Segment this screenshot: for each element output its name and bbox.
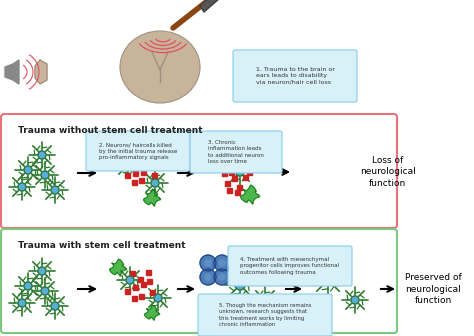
Circle shape xyxy=(351,296,359,304)
Text: Trauma with stem cell treatment: Trauma with stem cell treatment xyxy=(18,241,186,250)
Circle shape xyxy=(124,161,132,169)
Circle shape xyxy=(126,276,134,284)
Bar xyxy=(142,282,146,287)
Bar xyxy=(146,155,151,160)
Circle shape xyxy=(214,269,230,285)
Text: Loss of
neurological
function: Loss of neurological function xyxy=(360,156,416,188)
Bar xyxy=(239,166,245,170)
Circle shape xyxy=(205,274,211,280)
FancyBboxPatch shape xyxy=(86,131,190,171)
Polygon shape xyxy=(241,185,260,204)
Text: Trauma without stem cell treatment: Trauma without stem cell treatment xyxy=(18,126,202,135)
Circle shape xyxy=(38,267,46,275)
Bar xyxy=(133,295,137,300)
Bar xyxy=(134,170,138,175)
Bar xyxy=(138,277,144,282)
Bar xyxy=(130,156,136,161)
Circle shape xyxy=(51,302,59,310)
Bar xyxy=(147,279,153,284)
Bar xyxy=(222,170,228,175)
Bar xyxy=(233,175,237,180)
Circle shape xyxy=(261,296,269,304)
Bar xyxy=(226,161,230,166)
Bar xyxy=(235,156,239,161)
Polygon shape xyxy=(212,144,233,165)
Polygon shape xyxy=(145,305,160,320)
Text: 3. Chronic
inflammation leads
to additional neuron
loss over time: 3. Chronic inflammation leads to additio… xyxy=(208,140,264,164)
FancyBboxPatch shape xyxy=(1,229,397,333)
Bar xyxy=(126,289,130,294)
Circle shape xyxy=(235,280,245,290)
Circle shape xyxy=(41,287,49,295)
Polygon shape xyxy=(200,0,220,12)
Circle shape xyxy=(18,183,26,191)
Ellipse shape xyxy=(120,31,200,103)
Bar xyxy=(237,184,243,190)
Circle shape xyxy=(214,255,230,271)
Bar xyxy=(236,190,240,195)
Circle shape xyxy=(18,299,26,307)
FancyBboxPatch shape xyxy=(1,114,397,228)
Bar xyxy=(247,169,253,174)
Circle shape xyxy=(205,260,211,266)
Text: 1. Trauma to the brain or
ears leads to disability
via neuron/hair cell loss: 1. Trauma to the brain or ears leads to … xyxy=(255,67,335,85)
Polygon shape xyxy=(35,60,47,84)
Text: Preserved of
neurological
function: Preserved of neurological function xyxy=(405,273,462,305)
Bar xyxy=(134,285,138,290)
Bar xyxy=(139,294,145,298)
Circle shape xyxy=(41,171,49,179)
Bar xyxy=(142,169,146,174)
Text: 5. Though the mechanism remains
unknown, research suggests that
this treatment w: 5. Though the mechanism remains unknown,… xyxy=(219,303,311,327)
Circle shape xyxy=(24,166,32,174)
FancyBboxPatch shape xyxy=(190,131,282,173)
Bar xyxy=(244,174,248,179)
Text: 2. Neurons/ haircells killed
by the initial trauma release
pro-inflammatory sign: 2. Neurons/ haircells killed by the init… xyxy=(99,142,177,160)
Text: 4. Treatment with mesenchymal
progenitor cells improves functional
outcomes foll: 4. Treatment with mesenchymal progenitor… xyxy=(240,257,339,275)
Circle shape xyxy=(200,255,216,271)
Bar xyxy=(139,177,145,182)
Bar xyxy=(250,161,255,166)
FancyBboxPatch shape xyxy=(233,50,357,102)
Circle shape xyxy=(151,179,159,187)
Bar xyxy=(228,187,233,193)
Circle shape xyxy=(24,282,32,290)
Bar xyxy=(151,290,155,294)
Circle shape xyxy=(323,275,333,285)
Circle shape xyxy=(38,151,46,159)
Bar xyxy=(153,172,157,177)
Polygon shape xyxy=(144,189,161,206)
Bar xyxy=(226,180,230,185)
Bar xyxy=(137,163,143,168)
Polygon shape xyxy=(106,142,125,161)
Bar xyxy=(147,163,153,168)
Bar xyxy=(133,179,137,184)
Polygon shape xyxy=(109,259,127,276)
Bar xyxy=(229,169,235,174)
Polygon shape xyxy=(5,64,13,80)
Circle shape xyxy=(154,294,162,302)
Bar xyxy=(243,160,247,165)
Circle shape xyxy=(219,274,225,280)
Bar xyxy=(126,172,130,177)
FancyBboxPatch shape xyxy=(198,294,332,336)
Polygon shape xyxy=(13,60,19,84)
Circle shape xyxy=(236,168,244,176)
Circle shape xyxy=(200,269,216,285)
Bar xyxy=(130,270,136,276)
Bar xyxy=(146,269,152,275)
Circle shape xyxy=(219,260,225,266)
FancyBboxPatch shape xyxy=(228,246,352,286)
Circle shape xyxy=(51,186,59,194)
